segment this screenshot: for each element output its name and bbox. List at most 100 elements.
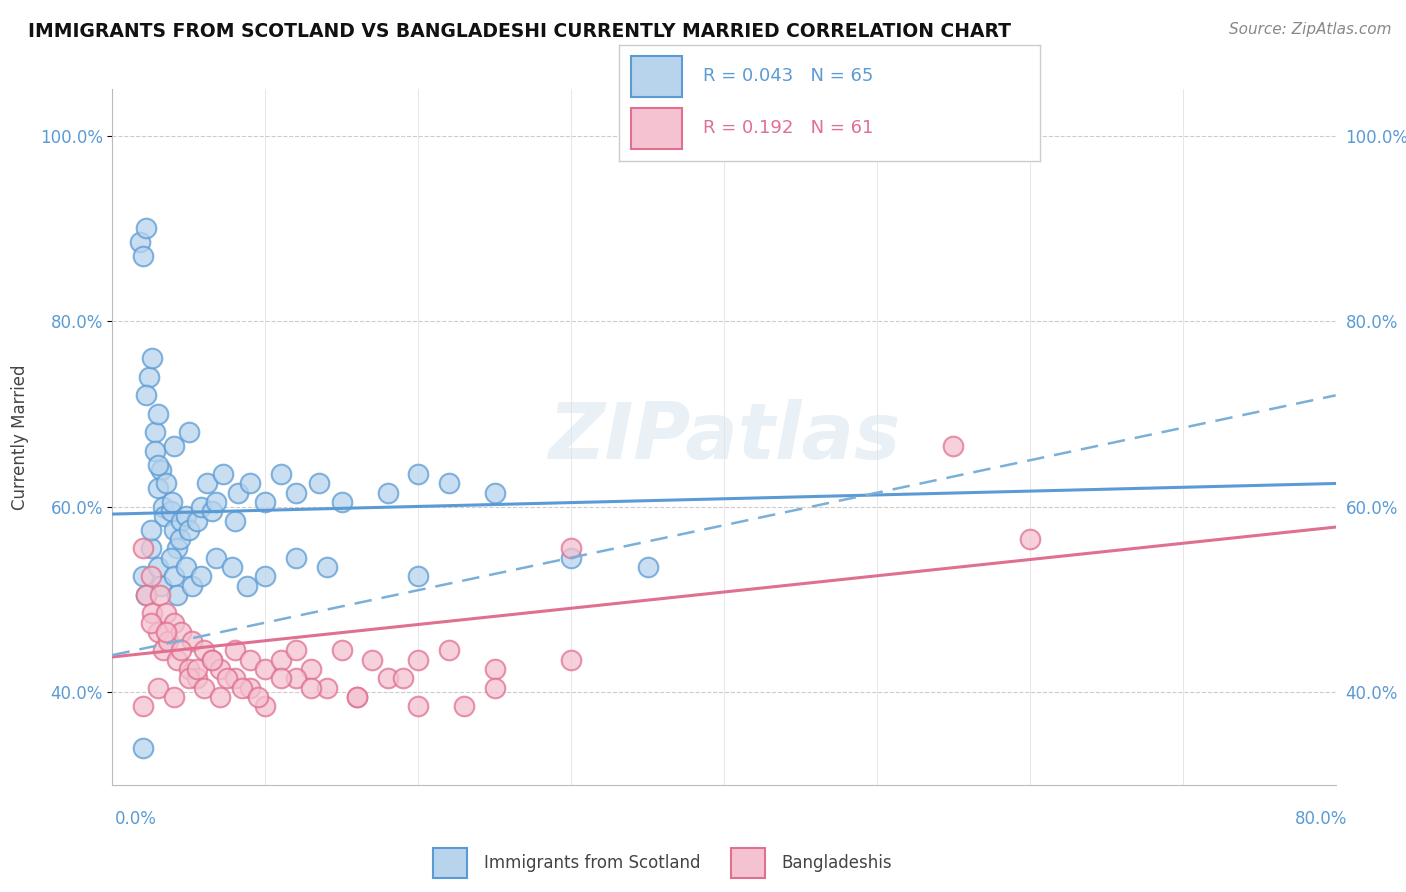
Point	[239, 681, 262, 695]
Point	[141, 607, 163, 621]
Point	[330, 643, 353, 657]
Text: IMMIGRANTS FROM SCOTLAND VS BANGLADESHI CURRENTLY MARRIED CORRELATION CHART: IMMIGRANTS FROM SCOTLAND VS BANGLADESHI …	[28, 22, 1011, 41]
Point	[170, 624, 193, 639]
Point	[186, 662, 208, 676]
Point	[361, 653, 384, 667]
Point	[408, 467, 430, 482]
Point	[169, 532, 191, 546]
Point	[437, 643, 460, 657]
Point	[201, 653, 224, 667]
Point	[217, 671, 239, 685]
Y-axis label: Currently Married: Currently Married	[11, 364, 28, 510]
Point	[132, 699, 155, 714]
Point	[150, 578, 173, 592]
Point	[177, 425, 200, 440]
Bar	[433, 848, 467, 878]
Point	[132, 740, 155, 755]
Point	[186, 514, 208, 528]
Point	[152, 643, 174, 657]
Point	[560, 550, 582, 565]
Point	[205, 550, 228, 565]
Point	[152, 500, 174, 514]
Point	[208, 662, 231, 676]
Point	[377, 485, 399, 500]
Point	[270, 671, 292, 685]
Bar	[731, 848, 765, 878]
Point	[484, 681, 506, 695]
Point	[246, 690, 269, 704]
Point	[166, 588, 188, 602]
Point	[163, 523, 186, 537]
Point	[139, 569, 162, 583]
Point	[148, 681, 170, 695]
Point	[637, 560, 659, 574]
Point	[132, 569, 155, 583]
Point	[148, 407, 170, 421]
Point	[155, 476, 177, 491]
Point	[141, 351, 163, 366]
Point	[138, 369, 160, 384]
Point	[239, 653, 262, 667]
Point	[170, 643, 193, 657]
Point	[159, 504, 181, 518]
Point	[392, 671, 415, 685]
Point	[1018, 532, 1040, 546]
Point	[254, 495, 277, 509]
Point	[193, 681, 215, 695]
Text: R = 0.192   N = 61: R = 0.192 N = 61	[703, 120, 873, 137]
Point	[186, 671, 208, 685]
Point	[166, 541, 188, 556]
Point	[163, 439, 186, 453]
Point	[135, 588, 157, 602]
Point	[254, 569, 277, 583]
Point	[254, 662, 277, 676]
Point	[190, 569, 212, 583]
Point	[231, 681, 253, 695]
Point	[299, 681, 322, 695]
Point	[560, 653, 582, 667]
Point	[270, 653, 292, 667]
Point	[560, 541, 582, 556]
Point	[163, 615, 186, 630]
Point	[224, 514, 246, 528]
Point	[148, 560, 170, 574]
Point	[163, 569, 186, 583]
Point	[330, 495, 353, 509]
Point	[284, 671, 308, 685]
Point	[177, 523, 200, 537]
Point	[221, 560, 243, 574]
Text: 80.0%: 80.0%	[1295, 810, 1347, 828]
Point	[437, 476, 460, 491]
Point	[284, 550, 308, 565]
Point	[408, 569, 430, 583]
Point	[239, 476, 262, 491]
Point	[408, 653, 430, 667]
Point	[208, 690, 231, 704]
Point	[170, 514, 193, 528]
Point	[166, 653, 188, 667]
Point	[346, 690, 368, 704]
Point	[155, 624, 177, 639]
Point	[377, 671, 399, 685]
Point	[270, 467, 292, 482]
Point	[254, 699, 277, 714]
Point	[284, 485, 308, 500]
Point	[236, 578, 259, 592]
Point	[224, 643, 246, 657]
Point	[148, 624, 170, 639]
Text: Bangladeshis: Bangladeshis	[782, 854, 893, 872]
Point	[284, 643, 308, 657]
Point	[135, 588, 157, 602]
Point	[484, 662, 506, 676]
Point	[201, 653, 224, 667]
Point	[153, 508, 176, 523]
Point	[149, 588, 172, 602]
Point	[129, 235, 152, 250]
Point	[148, 458, 170, 472]
Point	[174, 508, 197, 523]
Text: Source: ZipAtlas.com: Source: ZipAtlas.com	[1229, 22, 1392, 37]
Point	[224, 671, 246, 685]
Point	[135, 221, 157, 235]
Point	[453, 699, 475, 714]
Point	[315, 560, 337, 574]
